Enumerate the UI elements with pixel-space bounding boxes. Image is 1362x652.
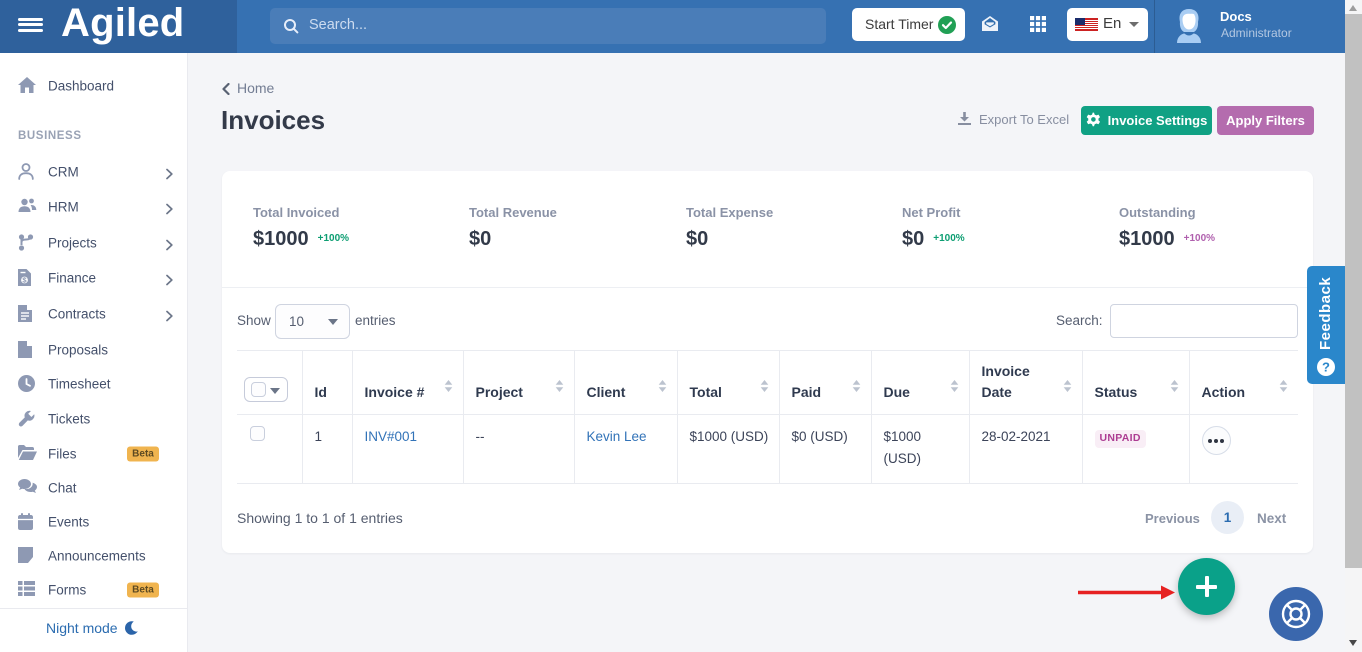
- svg-text:$: $: [22, 276, 27, 285]
- svg-text:?: ?: [1322, 360, 1330, 375]
